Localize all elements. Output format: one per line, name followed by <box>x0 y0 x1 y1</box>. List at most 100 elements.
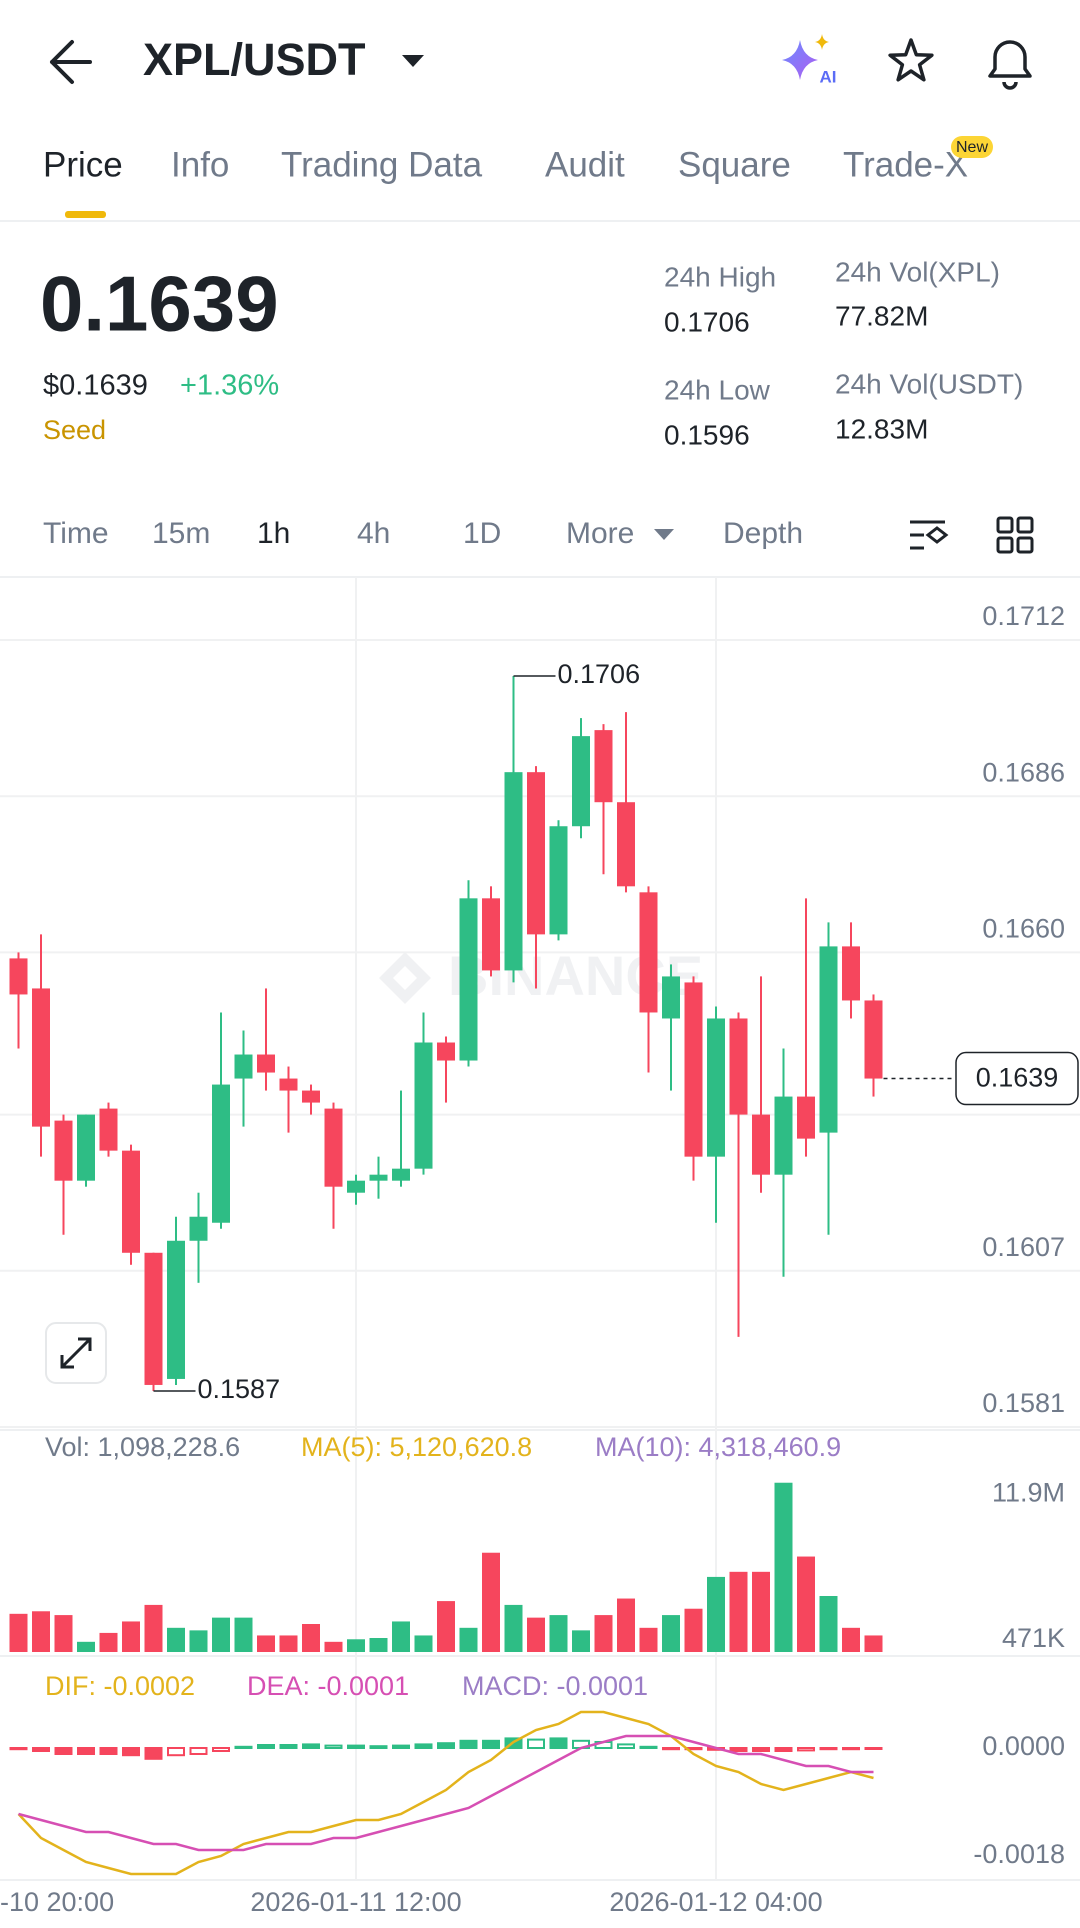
volume-bar <box>639 1627 658 1652</box>
macd-bar <box>864 1747 883 1750</box>
volume-bar <box>752 1571 770 1652</box>
candle-body <box>774 1096 793 1175</box>
tab[interactable]: Square <box>678 145 791 184</box>
candle-body <box>167 1240 185 1379</box>
last-price-label: 0.1639 <box>976 1063 1059 1093</box>
pair-title[interactable]: XPL/USDT <box>143 34 366 85</box>
volume-bar <box>414 1635 433 1652</box>
tab[interactable]: Price <box>43 145 123 184</box>
volume-bar <box>774 1482 793 1652</box>
y-tick-label: 0.1686 <box>982 757 1065 787</box>
alert-button[interactable] <box>988 40 1032 90</box>
candle-body <box>9 958 28 995</box>
macd-bar <box>77 1747 95 1755</box>
macd-bar <box>324 1744 343 1749</box>
volume-bar <box>527 1617 545 1652</box>
stat-value: 0.1596 <box>664 419 750 450</box>
y-tick-label: 0.1607 <box>982 1232 1065 1262</box>
macd-bar <box>639 1745 658 1750</box>
tab[interactable]: Trading Data <box>281 145 483 184</box>
volume-bar <box>617 1598 635 1652</box>
layout-button[interactable] <box>996 516 1034 554</box>
tab[interactable]: Trade-X <box>843 145 968 184</box>
ai-spark <box>815 34 829 50</box>
volume-bar <box>594 1615 613 1652</box>
macd-bar <box>842 1747 860 1751</box>
volume-bar <box>347 1639 365 1652</box>
macd-bar <box>482 1739 500 1750</box>
candle-body <box>639 892 658 1013</box>
ai-icon <box>782 40 818 80</box>
tab[interactable]: Info <box>171 145 229 184</box>
volume-bar <box>504 1604 523 1652</box>
high-label: 0.1706 <box>558 659 641 689</box>
low-label: 0.1587 <box>198 1374 281 1404</box>
volume-bar <box>257 1635 275 1652</box>
candle-body <box>392 1168 410 1181</box>
volume-bar <box>572 1630 590 1652</box>
favorite-button[interactable] <box>888 38 934 82</box>
price-change: +1.36% <box>180 370 279 402</box>
y-tick-label: 0.0000 <box>982 1731 1065 1761</box>
candle-body <box>122 1150 140 1253</box>
interval[interactable]: Time <box>43 517 109 550</box>
volume-bar <box>212 1617 230 1652</box>
macd-bar <box>99 1747 118 1755</box>
tab[interactable]: Audit <box>545 145 625 184</box>
back-button[interactable] <box>50 40 92 84</box>
candle-body <box>662 976 680 1019</box>
interval[interactable]: 15m <box>152 517 210 550</box>
macd-bar <box>369 1745 388 1749</box>
candle-body <box>279 1078 298 1091</box>
interval[interactable]: 1h <box>257 517 290 550</box>
pair-dropdown[interactable] <box>402 55 424 67</box>
macd-line <box>18 1734 874 1852</box>
y-tick-label: 0.1712 <box>982 601 1065 631</box>
volume-bar <box>549 1615 568 1652</box>
candle-body <box>257 1054 275 1073</box>
new-badge-label: New <box>956 139 988 156</box>
candle-body <box>369 1174 388 1181</box>
stat-value: 12.83M <box>835 413 928 444</box>
interval[interactable]: Depth <box>723 517 803 550</box>
macd-bar <box>459 1739 478 1750</box>
volume-bar <box>99 1632 118 1652</box>
y-tick-label: 11.9M <box>992 1478 1065 1508</box>
candle-body <box>324 1108 343 1187</box>
candle-body <box>617 802 635 887</box>
volume-bar <box>122 1621 140 1652</box>
more-caret <box>654 529 674 540</box>
candle-body <box>99 1108 118 1151</box>
candle-body <box>594 730 613 803</box>
x-tick-label: 2026-01-12 04:00 <box>609 1887 822 1917</box>
interval[interactable]: 4h <box>357 517 390 550</box>
candle-body <box>302 1090 320 1103</box>
interval[interactable]: 1D <box>463 517 501 550</box>
volume-bar <box>662 1615 680 1652</box>
indicator-settings[interactable] <box>910 520 949 550</box>
candle-body <box>437 1042 455 1061</box>
stat-label: 24h Vol(USDT) <box>835 368 1023 399</box>
volume-bar <box>77 1641 95 1652</box>
layout-cell <box>996 516 1014 534</box>
volume-bar <box>54 1615 73 1652</box>
macd-bar <box>212 1747 230 1752</box>
volume-bar <box>324 1641 343 1652</box>
candle-body <box>797 1096 815 1139</box>
candle-body <box>32 988 50 1127</box>
x-tick-label: -10 20:00 <box>0 1887 114 1917</box>
volume-bar <box>369 1638 388 1652</box>
interval[interactable]: More <box>566 517 634 550</box>
macd-bar <box>414 1743 433 1750</box>
y-tick-label: -0.0018 <box>973 1839 1065 1869</box>
macd-bar <box>437 1742 455 1749</box>
volume-bar <box>144 1604 163 1652</box>
candle-body <box>572 736 590 827</box>
candle-body <box>527 772 545 935</box>
layout-cell <box>996 536 1014 554</box>
bell-icon <box>988 40 1032 78</box>
ai-button[interactable]: AI <box>782 34 837 86</box>
x-tick-label: 2026-01-11 12:00 <box>250 1887 461 1917</box>
bell-clapper <box>1002 81 1018 90</box>
expand-button[interactable] <box>45 1322 107 1384</box>
